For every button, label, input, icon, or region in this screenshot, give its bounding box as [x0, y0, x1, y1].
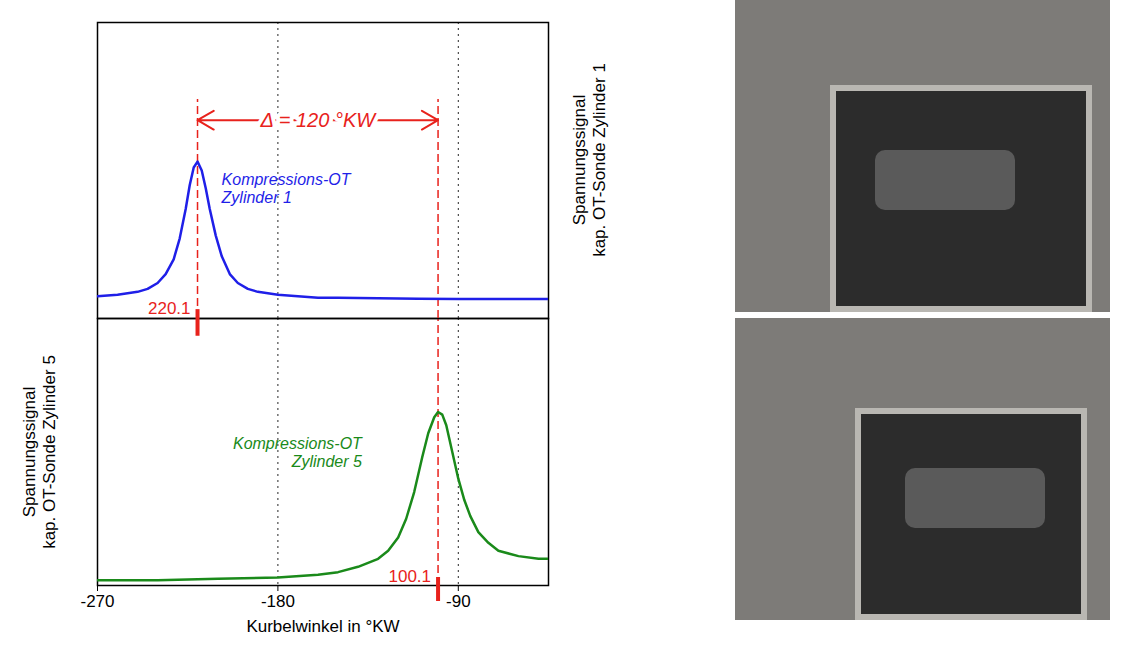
svg-text:-180: -180 [261, 592, 295, 611]
svg-text:Kompressions-OTZylinder 1: Kompressions-OTZylinder 1 [221, 171, 352, 206]
svg-text:Kompressions-OTZylinder 5: Kompressions-OTZylinder 5 [233, 435, 363, 470]
svg-text:-90: -90 [446, 592, 471, 611]
html-text:Spannungssignal kap. OT-Sonde: Spannungssignal kap. OT-Sonde Zylinder 1 [570, 63, 609, 257]
svg-text:220.1: 220.1 [148, 299, 191, 318]
svg-text:Δ = 120 °KW: Δ = 120 °KW [259, 109, 377, 131]
svg-text:-270: -270 [80, 592, 114, 611]
svg-text:100.1: 100.1 [389, 567, 432, 586]
html-text:Spannungssignal kap. OT-Sonde: Spannungssignal kap. OT-Sonde Zylinder 5 [20, 354, 59, 549]
svg-text:Kurbelwinkel in °KW: Kurbelwinkel in °KW [246, 617, 399, 636]
